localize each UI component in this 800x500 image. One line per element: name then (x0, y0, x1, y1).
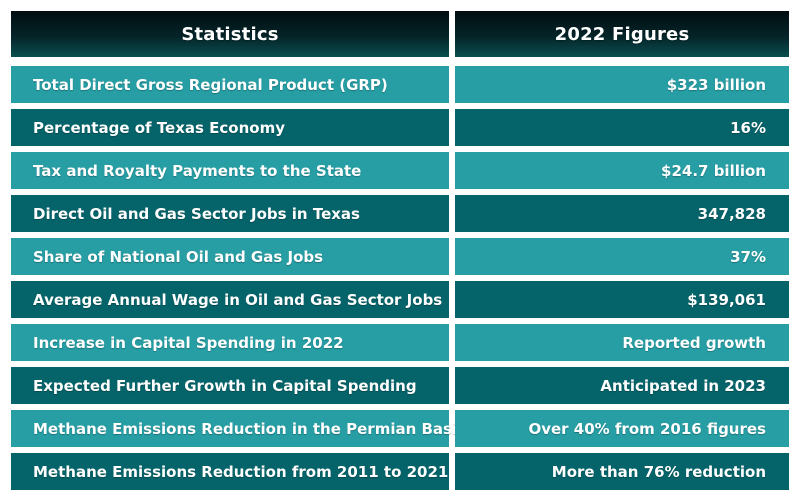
statistic-label: Average Annual Wage in Oil and Gas Secto… (11, 281, 449, 318)
table-row: Total Direct Gross Regional Product (GRP… (11, 66, 789, 103)
table-row: Direct Oil and Gas Sector Jobs in Texas … (11, 195, 789, 232)
table-row: Expected Further Growth in Capital Spend… (11, 367, 789, 404)
statistic-label: Tax and Royalty Payments to the State (11, 152, 449, 189)
table-header: Statistics 2022 Figures (11, 11, 789, 57)
table-row: Methane Emissions Reduction in the Permi… (11, 410, 789, 447)
statistic-label: Share of National Oil and Gas Jobs (11, 238, 449, 275)
figure-value: 16% (455, 109, 789, 146)
statistic-label: Methane Emissions Reduction in the Permi… (11, 410, 468, 447)
figure-value: Over 40% from 2016 figures (455, 410, 789, 447)
figure-value: 37% (455, 238, 789, 275)
figure-value: Reported growth (455, 324, 789, 361)
statistic-label: Direct Oil and Gas Sector Jobs in Texas (11, 195, 449, 232)
figure-value: More than 76% reduction (455, 453, 789, 490)
statistic-label: Total Direct Gross Regional Product (GRP… (11, 66, 449, 103)
figure-value: $24.7 billion (455, 152, 789, 189)
figure-value: $139,061 (455, 281, 789, 318)
figure-value: $323 billion (455, 66, 789, 103)
table-row: Increase in Capital Spending in 2022 Rep… (11, 324, 789, 361)
table-row: Tax and Royalty Payments to the State $2… (11, 152, 789, 189)
header-statistics: Statistics (11, 11, 449, 57)
statistic-label: Increase in Capital Spending in 2022 (11, 324, 449, 361)
table-row: Percentage of Texas Economy 16% (11, 109, 789, 146)
figure-value: Anticipated in 2023 (455, 367, 789, 404)
table-row: Methane Emissions Reduction from 2011 to… (11, 453, 789, 490)
figure-value: 347,828 (455, 195, 789, 232)
header-2022-figures: 2022 Figures (455, 11, 789, 57)
statistic-label: Expected Further Growth in Capital Spend… (11, 367, 449, 404)
table-row: Share of National Oil and Gas Jobs 37% (11, 238, 789, 275)
table-row: Average Annual Wage in Oil and Gas Secto… (11, 281, 789, 318)
statistic-label: Methane Emissions Reduction from 2011 to… (11, 453, 449, 490)
statistic-label: Percentage of Texas Economy (11, 109, 449, 146)
